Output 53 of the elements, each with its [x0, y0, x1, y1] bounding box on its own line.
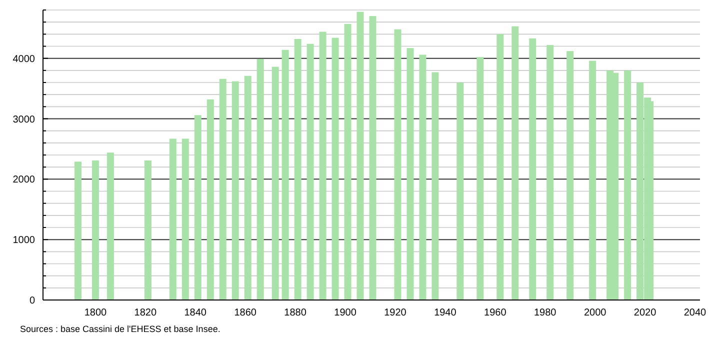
bar	[182, 138, 189, 300]
bar	[294, 39, 302, 300]
bar	[356, 12, 364, 300]
bar	[624, 70, 632, 300]
bar	[589, 60, 596, 300]
bar	[369, 16, 376, 300]
bar	[566, 51, 574, 300]
bar	[244, 76, 252, 300]
bar	[219, 78, 226, 300]
x-tick-label: 2000	[584, 308, 607, 318]
bar	[272, 66, 279, 300]
bar	[546, 45, 554, 300]
bar	[306, 44, 314, 300]
x-tick-label: 1860	[234, 308, 257, 318]
y-tick-label: 0	[29, 296, 36, 306]
bar	[92, 160, 99, 300]
bar	[319, 32, 326, 300]
bar	[344, 24, 352, 300]
bar	[512, 26, 519, 300]
y-tick-label: 1000	[12, 235, 36, 246]
y-tick-label: 3000	[12, 114, 36, 126]
bar	[406, 48, 414, 300]
bar	[232, 81, 239, 300]
x-tick-label: 1940	[434, 308, 457, 318]
bar	[144, 160, 152, 300]
bar	[256, 58, 264, 300]
bar	[169, 138, 176, 300]
bar	[419, 54, 426, 300]
x-tick-label: 2020	[634, 308, 657, 318]
bar	[74, 162, 82, 300]
bar	[476, 57, 484, 300]
y-tick-label: 2000	[12, 174, 36, 186]
y-tick-label: 4000	[12, 54, 36, 65]
x-tick-label: 1820	[134, 308, 157, 318]
x-tick-label: 1960	[484, 308, 507, 318]
bar	[282, 50, 289, 300]
x-tick-label: 1840	[184, 308, 207, 318]
bar	[332, 38, 339, 300]
x-tick-label: 1980	[534, 308, 557, 318]
bar	[496, 34, 504, 300]
bar	[456, 82, 464, 300]
source-note: Sources : base Cassini de l'EHESS et base Insee.	[20, 324, 220, 334]
x-tick-label: 1880	[284, 308, 307, 318]
x-tick-label: 1920	[384, 308, 407, 318]
bar	[394, 29, 402, 300]
x-tick-label: 2040	[684, 308, 707, 318]
bar	[106, 152, 114, 300]
x-tick-label: 1800	[84, 308, 108, 318]
bar	[194, 115, 202, 300]
bar	[432, 72, 439, 300]
bar	[206, 99, 214, 300]
bar	[529, 38, 536, 300]
x-tick-label: 1900	[334, 308, 357, 318]
